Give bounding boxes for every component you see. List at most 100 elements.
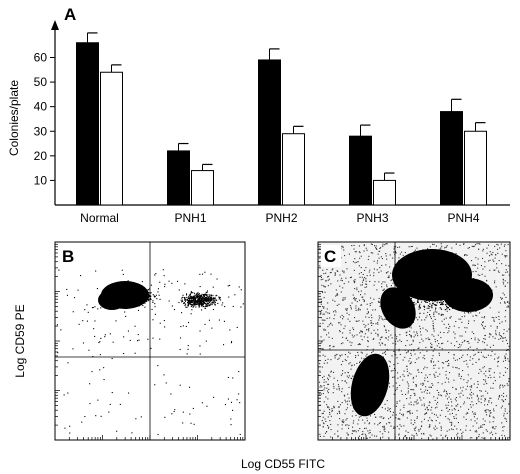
flow-point [198,304,200,306]
flow-point [211,299,213,301]
flow-point [119,403,121,405]
flow-point [373,275,375,277]
flow-point [410,352,412,354]
flow-point [422,340,424,342]
flow-point [330,271,332,273]
flow-point [100,337,102,339]
flow-point [430,360,432,362]
flow-point [387,339,389,341]
flow-point [203,295,205,297]
flow-point [326,404,328,406]
flow-point [432,320,434,322]
flow-point [382,418,384,420]
flow-point [463,379,465,381]
flow-point [490,253,492,255]
flow-point [390,416,392,418]
flow-point [388,409,390,411]
flow-point [489,307,491,309]
flow-point [431,412,433,414]
flow-point [427,305,429,307]
flow-point [211,302,213,304]
flow-point [404,436,406,438]
flow-point [490,325,492,327]
flow-point [440,427,442,429]
flow-point [374,435,376,437]
flow-point [67,362,69,364]
flow-point [414,419,416,421]
flow-point [369,429,371,431]
flow-point [324,418,326,420]
flow-point [210,296,212,298]
flow-point [362,281,364,283]
flow-point [417,299,419,301]
flow-point [405,332,407,334]
flow-point [463,416,465,418]
flow-point [461,390,463,392]
flow-point [340,279,342,281]
flow-point [429,374,431,376]
flow-point [504,410,506,412]
flow-point [115,320,117,322]
flow-point [359,343,361,345]
flow-point [349,362,351,364]
flow-point [430,317,432,319]
flow-point [359,309,361,311]
flow-point [329,317,331,319]
flow-point [151,308,153,310]
flow-point [406,381,408,383]
flow-point [347,372,349,374]
bars [76,32,487,206]
flow-point [455,405,457,407]
flow-point [502,292,504,294]
flow-point [171,305,173,307]
flow-point [204,271,206,273]
flow-point [342,297,344,299]
flow-point [448,419,450,421]
flow-point [345,419,347,421]
flow-point [190,291,192,293]
flow-point [466,327,468,329]
flow-point [339,316,341,318]
flow-point [92,307,94,309]
flow-point [420,399,422,401]
flow-point [504,280,506,282]
flow-point [340,364,342,366]
flow-point [347,403,349,405]
flow-point [476,347,478,349]
flow-point [178,302,180,304]
flow-point [346,382,348,384]
flow-point [445,434,447,436]
flow-point [505,269,507,271]
flow-point [434,399,436,401]
flow-point [322,377,324,379]
flow-point [423,383,425,385]
flow-point [390,285,392,287]
flow-point [381,258,383,260]
flow-point [448,381,450,383]
flow-point [149,297,151,299]
flow-point [370,297,372,299]
flow-point [322,313,324,315]
flow-point [199,286,201,288]
flow-point [446,377,448,379]
flow-point [362,273,364,275]
flow-point [471,401,473,403]
flow-point [499,385,501,387]
flow-point [446,393,448,395]
flow-point [221,304,223,306]
flow-point [381,342,383,344]
flow-point [388,431,390,433]
flow-point [192,292,194,294]
flow-point [378,315,380,317]
flow-point [455,253,457,255]
flow-point [193,302,195,304]
flow-point [193,301,195,303]
flow-point [142,305,144,307]
flow-point [154,306,156,308]
flow-point [431,346,433,348]
flow-point [444,309,446,311]
flow-point [375,247,377,249]
flow-point [416,410,418,412]
flow-point [460,387,462,389]
flow-point [476,386,478,388]
